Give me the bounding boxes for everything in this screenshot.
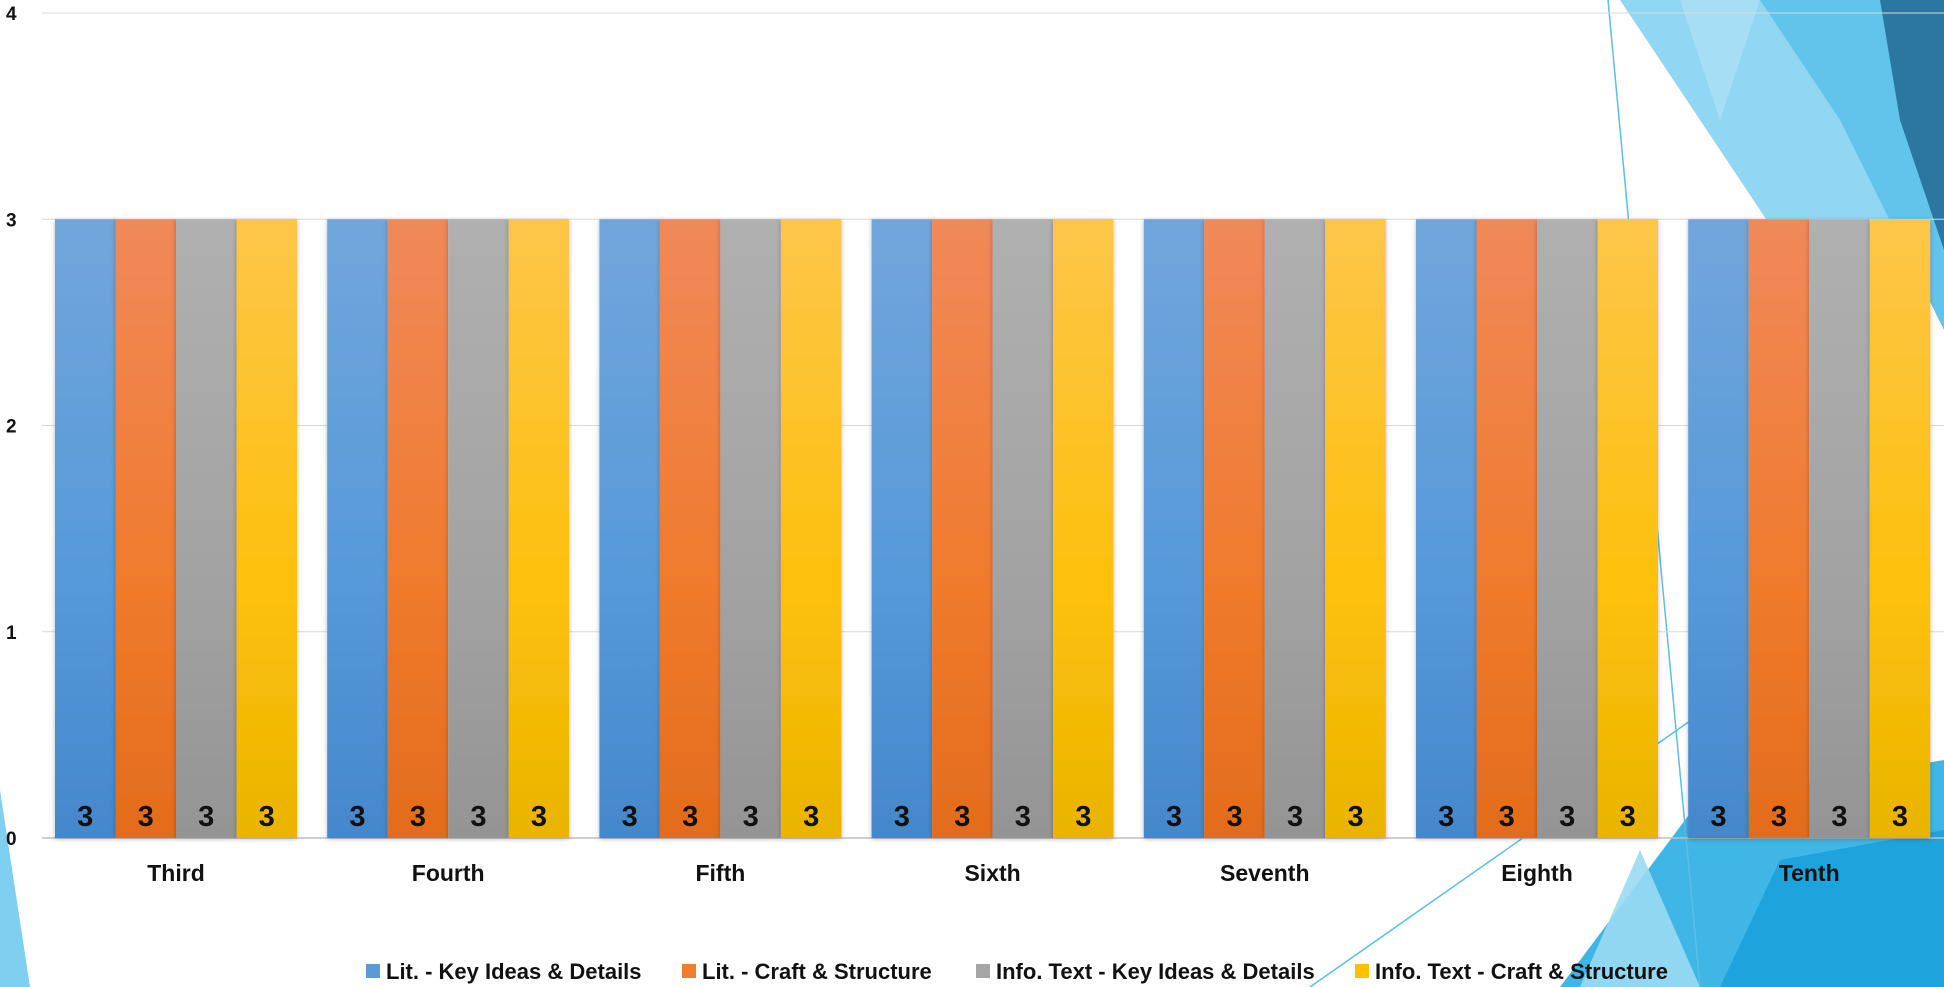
legend-swatch bbox=[976, 964, 990, 978]
bar bbox=[1748, 219, 1810, 838]
x-tick-label: Fifth bbox=[695, 860, 745, 886]
x-tick-label: Third bbox=[147, 860, 205, 886]
data-label: 3 bbox=[1831, 801, 1847, 833]
bar bbox=[599, 219, 660, 838]
data-label: 3 bbox=[1710, 801, 1726, 833]
facet-shape bbox=[1720, 830, 1944, 987]
bar bbox=[780, 219, 842, 838]
y-tick-label: 2 bbox=[6, 417, 17, 438]
bar bbox=[387, 219, 449, 838]
facet-shape bbox=[1680, 0, 1760, 120]
bar bbox=[1325, 219, 1386, 838]
x-tick-label: Seventh bbox=[1220, 860, 1309, 886]
x-tick-label: Eighth bbox=[1501, 860, 1573, 886]
legend-label: Info. Text - Craft & Structure bbox=[1375, 959, 1668, 984]
data-label: 3 bbox=[1287, 801, 1303, 833]
data-label: 3 bbox=[1015, 801, 1031, 833]
legend-label: Lit. - Craft & Structure bbox=[702, 959, 932, 984]
bar bbox=[1869, 219, 1931, 838]
bar bbox=[720, 219, 781, 838]
data-label: 3 bbox=[1620, 801, 1636, 833]
bar-series bbox=[55, 219, 1931, 838]
bar bbox=[1143, 219, 1205, 838]
x-axis: Third Fourth Fifth Sixth Seventh Eighth Tenth bbox=[147, 860, 1839, 886]
bar bbox=[176, 219, 237, 838]
data-label: 3 bbox=[894, 801, 910, 833]
data-label: 3 bbox=[410, 801, 426, 833]
data-label: 3 bbox=[1771, 801, 1787, 833]
data-label: 3 bbox=[954, 801, 970, 833]
bar bbox=[1809, 219, 1870, 838]
y-axis: 0 1 2 3 4 bbox=[6, 4, 17, 850]
bar bbox=[448, 219, 509, 838]
legend: Lit. - Key Ideas & Details Lit. - Craft &… bbox=[366, 959, 1668, 984]
y-tick-label: 1 bbox=[6, 623, 17, 644]
legend-label: Info. Text - Key Ideas & Details bbox=[996, 959, 1315, 984]
legend-label: Lit. - Key Ideas & Details bbox=[386, 959, 642, 984]
facet-shape bbox=[1580, 850, 1700, 987]
x-tick-label: Tenth bbox=[1779, 860, 1840, 886]
y-tick-label: 0 bbox=[6, 829, 17, 850]
bar bbox=[1264, 219, 1326, 838]
x-tick-label: Sixth bbox=[964, 860, 1020, 886]
data-label: 3 bbox=[259, 801, 275, 833]
bar bbox=[1204, 219, 1265, 838]
data-label: 3 bbox=[622, 801, 638, 833]
data-label: 3 bbox=[803, 801, 819, 833]
bar bbox=[236, 219, 297, 838]
bar bbox=[115, 219, 176, 838]
data-label: 3 bbox=[470, 801, 486, 833]
legend-swatch bbox=[1355, 964, 1369, 978]
data-label: 3 bbox=[77, 801, 93, 833]
bar bbox=[871, 219, 933, 838]
data-labels: 3 3 3 3 3 3 3 3 3 3 3 3 3 3 3 3 3 3 3 3 3 3 3 3 3 3 3 3 bbox=[77, 801, 1908, 833]
bar bbox=[932, 219, 993, 838]
bar bbox=[55, 219, 116, 838]
legend-swatch bbox=[366, 964, 380, 978]
y-tick-label: 3 bbox=[6, 210, 17, 231]
bar bbox=[1597, 219, 1658, 838]
data-label: 3 bbox=[1166, 801, 1182, 833]
bar bbox=[1476, 219, 1537, 838]
data-label: 3 bbox=[682, 801, 698, 833]
data-label: 3 bbox=[531, 801, 547, 833]
data-label: 3 bbox=[1226, 801, 1242, 833]
data-label: 3 bbox=[198, 801, 214, 833]
bar bbox=[659, 219, 721, 838]
legend-swatch bbox=[682, 964, 696, 978]
bar bbox=[992, 219, 1054, 838]
data-label: 3 bbox=[1075, 801, 1091, 833]
bar bbox=[327, 219, 388, 838]
facet-shape bbox=[0, 790, 30, 987]
bar bbox=[1688, 219, 1749, 838]
x-tick-label: Fourth bbox=[412, 860, 485, 886]
data-label: 3 bbox=[743, 801, 759, 833]
data-label: 3 bbox=[1347, 801, 1363, 833]
bar bbox=[1537, 219, 1598, 838]
bar bbox=[1416, 219, 1477, 838]
bar bbox=[508, 219, 570, 838]
bar bbox=[1053, 219, 1114, 838]
data-label: 3 bbox=[349, 801, 365, 833]
data-label: 3 bbox=[1499, 801, 1515, 833]
y-tick-label: 4 bbox=[6, 4, 17, 25]
data-label: 3 bbox=[138, 801, 154, 833]
facet-shape bbox=[1880, 0, 1944, 250]
data-label: 3 bbox=[1559, 801, 1575, 833]
data-label: 3 bbox=[1438, 801, 1454, 833]
data-label: 3 bbox=[1892, 801, 1908, 833]
